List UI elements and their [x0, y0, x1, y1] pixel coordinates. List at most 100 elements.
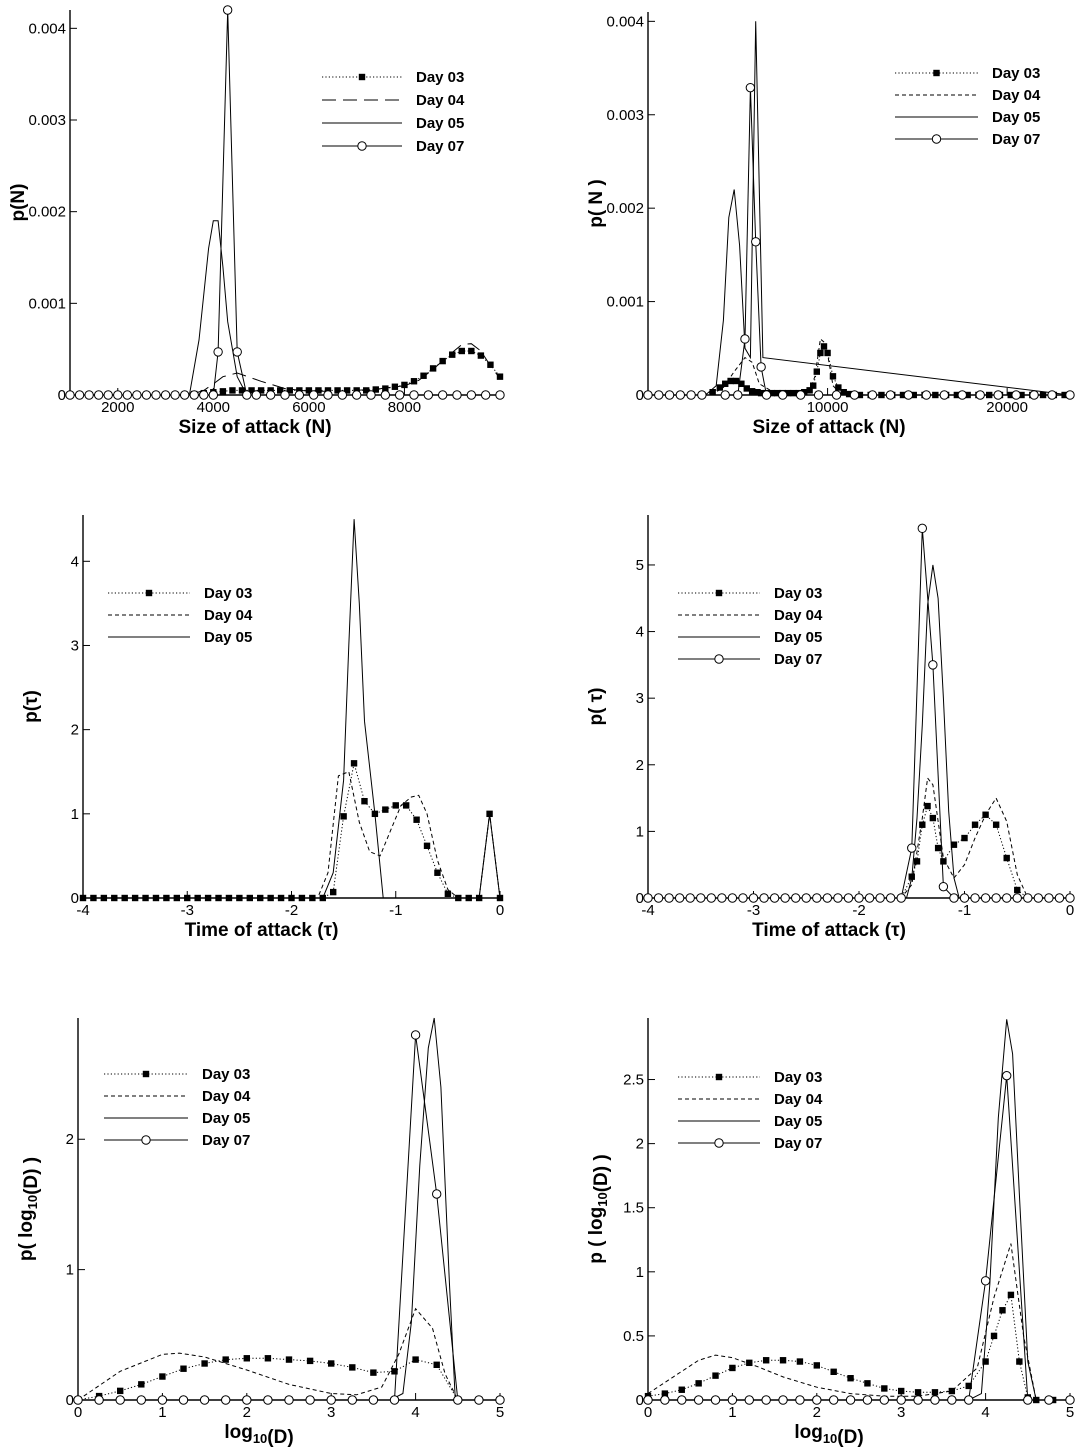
- data-point: [864, 1380, 871, 1387]
- data-point: [817, 349, 824, 357]
- series-line-day-07: [70, 9, 500, 396]
- plot-area: [73, 1017, 505, 1405]
- data-point: [982, 1358, 989, 1365]
- data-point: [685, 893, 695, 903]
- data-point: [65, 390, 75, 400]
- data-point: [308, 390, 319, 400]
- data-point: [361, 797, 368, 805]
- data-point: [351, 390, 362, 400]
- data-point: [487, 361, 494, 368]
- data-point: [864, 893, 875, 903]
- data-point: [990, 1332, 998, 1340]
- data-point: [696, 893, 706, 903]
- legend-marker: [145, 589, 153, 597]
- data-point: [1065, 893, 1075, 903]
- legend-label: Day 04: [204, 607, 253, 624]
- y-axis-label: p( log10(D) ): [16, 1157, 42, 1261]
- data-point: [363, 387, 370, 394]
- series-line-day-03: [83, 763, 501, 899]
- data-point: [643, 1395, 653, 1405]
- data-point: [180, 1365, 187, 1372]
- y-tick-label: 0: [58, 387, 66, 404]
- data-point: [845, 1395, 856, 1405]
- data-point: [845, 390, 853, 398]
- data-point: [674, 893, 685, 903]
- x-tick-label: -3: [747, 902, 760, 919]
- data-point: [947, 1395, 957, 1405]
- data-point: [1023, 893, 1033, 903]
- series-line-day-05: [648, 21, 1071, 396]
- series-line-day-04: [83, 771, 501, 899]
- x-tick-label: 3: [897, 1404, 905, 1421]
- legend-marker: [714, 1138, 724, 1148]
- data-point: [660, 1395, 670, 1405]
- data-point: [748, 893, 759, 903]
- legend-label: Day 07: [774, 651, 822, 668]
- data-point: [957, 390, 967, 400]
- data-point: [712, 1372, 719, 1379]
- y-tick-label: 0.004: [606, 13, 644, 30]
- data-point: [975, 390, 985, 400]
- data-point: [136, 1395, 147, 1405]
- data-point: [833, 893, 843, 903]
- data-point: [74, 390, 85, 400]
- data-point: [285, 1356, 293, 1363]
- data-point: [930, 1395, 940, 1405]
- plot-area: [643, 1019, 1075, 1405]
- data-point: [132, 390, 142, 400]
- data-point: [970, 893, 980, 903]
- x-tick-label: 4000: [197, 399, 230, 416]
- data-point: [370, 1369, 377, 1376]
- legend-label: Day 07: [202, 1132, 250, 1149]
- data-point: [1011, 390, 1021, 400]
- data-point: [740, 334, 750, 344]
- data-point: [1047, 390, 1057, 400]
- y-tick-label: 2: [71, 722, 79, 739]
- x-tick-label: 2: [243, 1404, 251, 1421]
- x-tick-label: 1: [158, 1404, 166, 1421]
- data-point: [337, 390, 348, 400]
- data-point: [265, 390, 276, 400]
- y-tick-label: 1: [636, 1264, 644, 1281]
- data-point: [881, 1385, 888, 1392]
- data-point: [115, 1395, 125, 1405]
- y-tick-label: 1: [71, 806, 79, 823]
- data-point: [768, 389, 776, 397]
- data-point: [751, 237, 761, 247]
- series-line-day-05: [648, 564, 1070, 899]
- data-point: [822, 893, 833, 903]
- data-point: [812, 893, 822, 903]
- data-point: [372, 386, 379, 393]
- data-point: [875, 893, 885, 903]
- x-tick-label: -4: [641, 902, 654, 919]
- data-point: [429, 365, 437, 372]
- data-point: [347, 1395, 357, 1405]
- data-point: [896, 893, 906, 903]
- data-point: [242, 390, 252, 400]
- y-axis-label: p( N ): [586, 179, 607, 228]
- data-point: [423, 842, 431, 850]
- data-point: [392, 802, 399, 809]
- data-point: [924, 802, 931, 810]
- data-point: [738, 380, 745, 387]
- legend-label: Day 05: [774, 1113, 822, 1130]
- data-point: [761, 1395, 771, 1405]
- data-point: [433, 1361, 440, 1368]
- data-point: [795, 390, 806, 400]
- data-point: [835, 384, 842, 391]
- data-point: [350, 760, 358, 767]
- data-point: [653, 893, 664, 903]
- legend-marker: [931, 134, 942, 144]
- data-point: [813, 368, 820, 375]
- series-line-day-04: [77, 1307, 500, 1401]
- data-point: [229, 387, 236, 394]
- data-point: [732, 377, 740, 385]
- data-point: [717, 893, 727, 903]
- y-tick-label: 0: [636, 387, 644, 404]
- x-axis-label: Size of attack (N): [752, 417, 905, 438]
- data-point: [643, 390, 653, 400]
- y-tick-label: 1: [636, 823, 644, 840]
- x-tick-label: 0: [644, 1404, 652, 1421]
- data-point: [141, 390, 152, 400]
- data-point: [458, 347, 465, 355]
